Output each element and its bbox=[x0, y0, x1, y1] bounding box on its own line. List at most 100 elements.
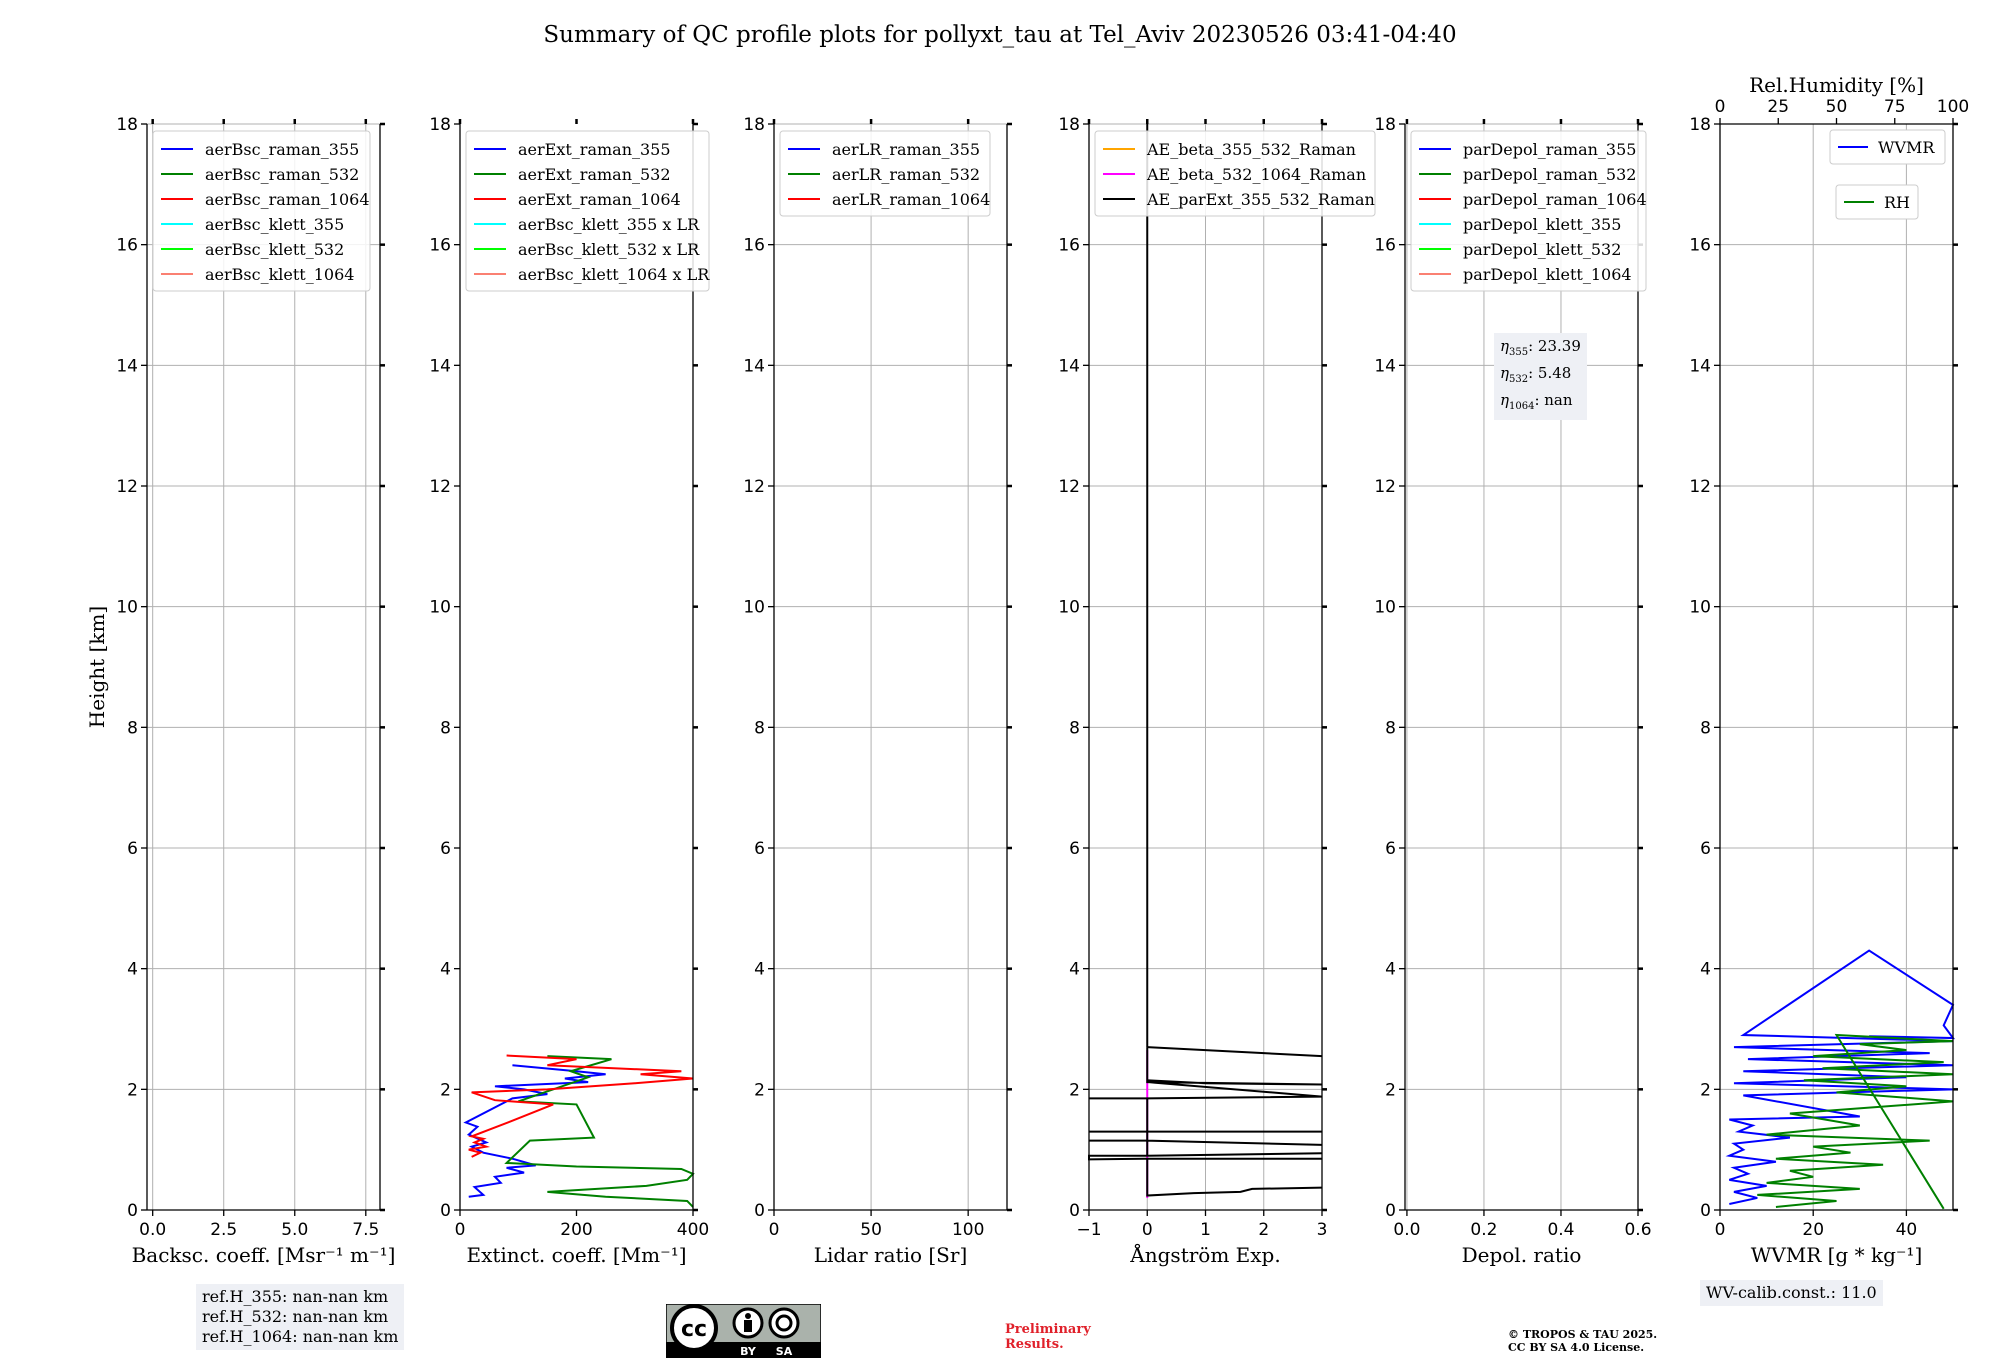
legend-box bbox=[1829, 129, 1946, 165]
y-tick-label: 4 bbox=[1069, 960, 1080, 980]
legend-label: aerLR_raman_532 bbox=[832, 165, 980, 184]
legend-label: aerBsc_klett_532 x LR bbox=[518, 240, 700, 259]
x-tick-label: 100 bbox=[952, 1220, 984, 1240]
svg-text:cc: cc bbox=[681, 1317, 707, 1342]
legend-label: AE_beta_532_1064_Raman bbox=[1146, 165, 1366, 184]
y-tick-label: 12 bbox=[1374, 477, 1396, 497]
panel-1: 0 2 4 6 8 10 12 14 16 18 0.0 2.5 5.0 7.5 Backsc. coeff… bbox=[116, 115, 395, 1267]
legend-label: parDepol_klett_532 bbox=[1463, 240, 1621, 259]
legend-label: AE_parExt_355_532_Raman bbox=[1146, 190, 1375, 209]
x-tick-label: 2 bbox=[1258, 1220, 1269, 1240]
y-tick-label: 10 bbox=[1058, 598, 1080, 618]
y-tick-label: 0 bbox=[1385, 1201, 1396, 1221]
y-tick-label: 12 bbox=[1689, 477, 1711, 497]
y-tick-label: 18 bbox=[429, 115, 451, 135]
x-tick-label: −1 bbox=[1076, 1220, 1101, 1240]
series-line-WVMR bbox=[1725, 949, 1956, 1205]
y-tick-label: 14 bbox=[1058, 356, 1080, 376]
legend-box bbox=[1094, 130, 1376, 217]
top-axis-label: Rel.Humidity [%] bbox=[1749, 73, 1924, 97]
y-tick-label: 18 bbox=[743, 115, 765, 135]
legend-label: aerBsc_klett_355 x LR bbox=[518, 215, 700, 234]
cc-sa-label: SA bbox=[776, 1345, 793, 1358]
copyright-note: © TROPOS & TAU 2025. CC BY SA 4.0 Licens… bbox=[1508, 1328, 1657, 1354]
y-tick-label: 18 bbox=[1374, 115, 1396, 135]
legend-label: aerBsc_klett_532 bbox=[205, 240, 344, 259]
y-tick-label: 14 bbox=[1689, 356, 1711, 376]
preliminary-note: Preliminary Results. bbox=[1005, 1322, 1091, 1352]
x-axis-label: Lidar ratio [Sr] bbox=[814, 1243, 968, 1267]
x-tick-label: 50 bbox=[860, 1220, 882, 1240]
x-tick-label: 0.2 bbox=[1470, 1220, 1497, 1240]
y-tick-label: 10 bbox=[1689, 598, 1711, 618]
x-axis-label: Backsc. coeff. [Msr⁻¹ m⁻¹] bbox=[132, 1243, 396, 1267]
y-tick-label: 8 bbox=[440, 718, 451, 738]
x-tick-label: 7.5 bbox=[352, 1220, 379, 1240]
legend-label: parDepol_raman_532 bbox=[1463, 165, 1636, 184]
x-axis-label: Extinct. coeff. [Mm⁻¹] bbox=[466, 1243, 686, 1267]
y-tick-label: 6 bbox=[127, 839, 138, 859]
y-tick-label: 2 bbox=[1069, 1080, 1080, 1100]
legend-label: aerLR_raman_1064 bbox=[832, 190, 990, 209]
y-tick-label: 8 bbox=[1385, 718, 1396, 738]
y-tick-label: 8 bbox=[1700, 718, 1711, 738]
top-x-tick-label: 100 bbox=[1937, 97, 1969, 117]
copyright-line-1: © TROPOS & TAU 2025. bbox=[1508, 1328, 1658, 1341]
y-tick-label: 4 bbox=[1385, 960, 1396, 980]
x-tick-label: 0 bbox=[1715, 1220, 1726, 1240]
preliminary-line-2: Results. bbox=[1005, 1337, 1064, 1352]
y-tick-label: 16 bbox=[743, 236, 765, 256]
x-tick-label: 400 bbox=[677, 1220, 709, 1240]
y-tick-label: 0 bbox=[1069, 1201, 1080, 1221]
top-x-tick-label: 75 bbox=[1884, 97, 1906, 117]
legend-label: parDepol_raman_1064 bbox=[1463, 190, 1647, 209]
y-axis-label: Height [km] bbox=[85, 606, 109, 728]
y-tick-label: 8 bbox=[127, 718, 138, 738]
legend-label: aerLR_raman_355 bbox=[832, 140, 980, 159]
y-tick-label: 2 bbox=[440, 1080, 451, 1100]
y-tick-label: 14 bbox=[116, 356, 138, 376]
wv-calib-box: WV-calib.const.: 11.0 bbox=[1700, 1280, 1883, 1306]
series-line-aerExt_raman_1064 bbox=[468, 1054, 694, 1158]
legend-label: AE_beta_355_532_Raman bbox=[1146, 140, 1356, 159]
series-line-RH bbox=[1757, 1033, 1954, 1210]
legend-label: parDepol_klett_355 bbox=[1463, 215, 1621, 234]
y-tick-label: 12 bbox=[116, 477, 138, 497]
y-tick-label: 2 bbox=[127, 1080, 138, 1100]
y-tick-label: 18 bbox=[1058, 115, 1080, 135]
y-tick-label: 0 bbox=[1700, 1201, 1711, 1221]
x-tick-label: 200 bbox=[560, 1220, 592, 1240]
x-tick-label: 0 bbox=[769, 1220, 780, 1240]
y-tick-label: 12 bbox=[1058, 477, 1080, 497]
figure-title: Summary of QC profile plots for pollyxt_… bbox=[543, 22, 1457, 48]
y-tick-label: 14 bbox=[1374, 356, 1396, 376]
x-tick-label: 2.5 bbox=[210, 1220, 237, 1240]
y-tick-label: 18 bbox=[116, 115, 138, 135]
ref-height-1064: ref.H_1064: nan-nan km bbox=[202, 1327, 399, 1346]
ref-height-532: ref.H_532: nan-nan km bbox=[202, 1307, 389, 1326]
eta-355: η355: 23.39 bbox=[1500, 337, 1581, 358]
legend-label: aerBsc_raman_1064 bbox=[205, 190, 370, 209]
x-axis-label: WVMR [g * kg⁻¹] bbox=[1751, 1243, 1923, 1267]
legend-label: parDepol_klett_1064 bbox=[1463, 265, 1632, 284]
x-tick-label: 20 bbox=[1802, 1220, 1824, 1240]
y-tick-label: 6 bbox=[754, 839, 765, 859]
y-tick-label: 10 bbox=[116, 598, 138, 618]
y-tick-label: 0 bbox=[754, 1201, 765, 1221]
legend-label: WVMR bbox=[1878, 138, 1935, 157]
y-tick-label: 4 bbox=[754, 960, 765, 980]
y-tick-label: 4 bbox=[1700, 960, 1711, 980]
x-tick-label: 0.4 bbox=[1547, 1220, 1574, 1240]
ref-height-box: ref.H_355: nan-nan km ref.H_532: nan-nan… bbox=[196, 1284, 405, 1350]
y-tick-label: 14 bbox=[743, 356, 765, 376]
panel-2: 0 2 4 6 8 10 12 14 16 18 0 200 400 Extinct. coeff. [M… bbox=[429, 115, 710, 1267]
y-tick-label: 2 bbox=[1385, 1080, 1396, 1100]
x-tick-label: 5.0 bbox=[281, 1220, 308, 1240]
y-tick-label: 8 bbox=[1069, 718, 1080, 738]
preliminary-line-1: Preliminary bbox=[1005, 1322, 1091, 1337]
y-tick-label: 4 bbox=[440, 960, 451, 980]
x-tick-label: 3 bbox=[1317, 1220, 1328, 1240]
